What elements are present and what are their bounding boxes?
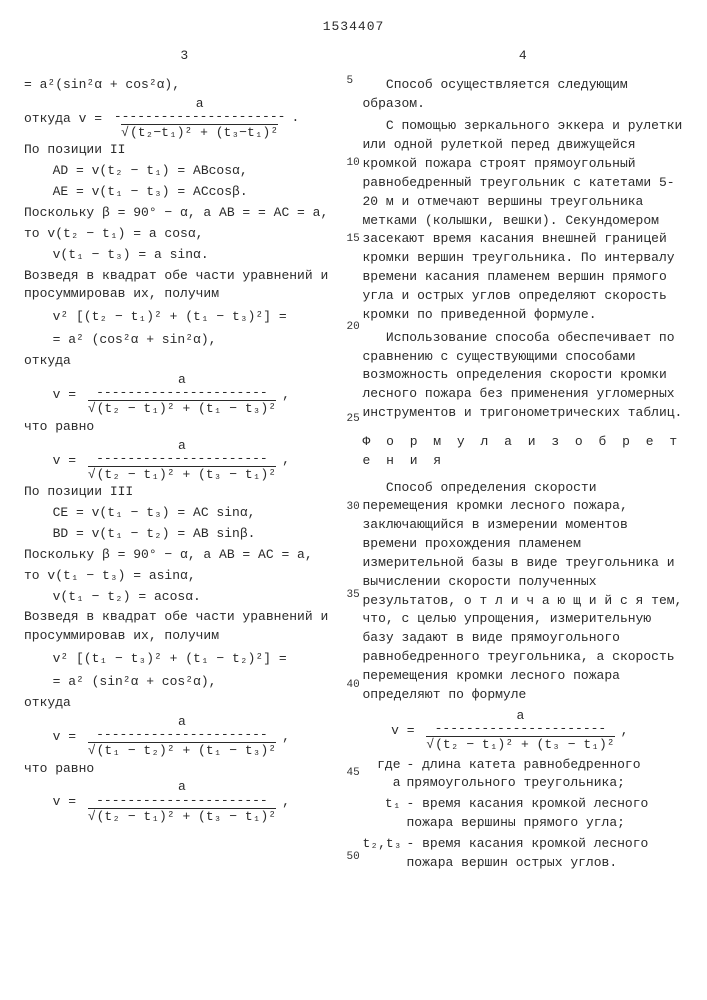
eq-line: v(t₁ − t₂) = аcosα. — [24, 588, 345, 607]
sqrt: (t₂ − t₁)² + (t₃ − t₁)² — [88, 808, 276, 824]
sqrt: (t₁ − t₂)² + (t₁ − t₃)² — [88, 742, 276, 758]
fraction: а ---------------------- (t₂ − t₁)² + (t… — [84, 373, 280, 416]
where-label: t₁ — [363, 795, 401, 833]
eq-line: v² [(t₂ − t₁)² + (t₁ − t₃)²] = — [53, 308, 345, 327]
fraction-denominator: (t₂−t₁)² + (t₃−t₁)² — [110, 124, 290, 140]
eq-line: v = а ---------------------- (t₂ − t₁)² … — [24, 439, 345, 482]
text-line: Возведя в квадрат обе части уравнений и … — [24, 608, 345, 646]
patent-number: 1534407 — [24, 18, 683, 37]
eq-line: v(t₁ − t₃) = a sinα. — [24, 246, 345, 265]
text-line: По позиции II — [24, 141, 345, 160]
where-text: - время касания кромкой лесного пожара в… — [407, 795, 684, 833]
text-line: По позиции III — [24, 483, 345, 502]
eq-line: AD = v(t₂ − t₁) = АВcosα, — [24, 162, 345, 181]
eq-line: то v(t₂ − t₁) = a cosα, — [24, 225, 345, 244]
paragraph: Способ определения скорости перемещения … — [363, 479, 684, 705]
eq-line: v = а ---------------------- (t₂ − t₁)² … — [24, 373, 345, 416]
text-line: откуда — [24, 694, 345, 713]
sqrt: (t₂ − t₁)² + (t₁ − t₃)² — [88, 400, 276, 416]
eq-line: = a² (sin²α + cos²α), — [24, 673, 345, 692]
comma: , — [621, 723, 629, 738]
paragraph: Использование способа обеспечивает по ср… — [363, 329, 684, 423]
fraction-numerator: а — [422, 709, 618, 723]
eq-line: v = а ---------------------- (t₁ − t₂)² … — [24, 715, 345, 758]
comma: , — [282, 794, 290, 809]
text-line: Поскольку β = 90° − α, а АВ = АС = а, — [24, 546, 345, 565]
period: . — [291, 110, 299, 125]
fraction-denominator: (t₁ − t₂)² + (t₁ − t₃)² — [84, 742, 280, 758]
eq-line: AE = v(t₁ − t₃) = АСcosβ. — [24, 183, 345, 202]
paragraph: Способ осуществляется следующим образом. — [363, 76, 684, 114]
eq-line: = а²(sin²α + cos²α), — [24, 76, 345, 95]
eq-prefix: v = — [53, 794, 76, 809]
eq-prefix: v = — [391, 723, 414, 738]
eq-line: v = а ---------------------- (t₂ − t₁)² … — [24, 780, 345, 823]
eq-prefix: v = — [53, 729, 76, 744]
comma: , — [282, 729, 290, 744]
fraction-denominator: (t₂ − t₁)² + (t₃ − t₁)² — [422, 736, 618, 752]
fraction-bar: ---------------------- — [84, 452, 280, 466]
comma: , — [282, 387, 290, 402]
fraction-denominator: (t₂ − t₁)² + (t₁ − t₃)² — [84, 400, 280, 416]
fraction: а ---------------------- (t₂ − t₁)² + (t… — [84, 439, 280, 482]
columns: 3 = а²(sin²α + cos²α), откуда v = а ----… — [24, 47, 683, 873]
eq-line: = a² (cos²α + sin²α), — [24, 331, 345, 350]
sqrt: (t₂−t₁)² + (t₃−t₁)² — [121, 124, 278, 140]
text-line: Поскольку β = 90° − α, а АВ = = АС = а, — [24, 204, 345, 223]
fraction: а ---------------------- (t₁ − t₂)² + (t… — [84, 715, 280, 758]
where-text: - время касания кромкой лесного пожара в… — [407, 835, 684, 873]
where-label: t₂,t₃ — [363, 835, 401, 873]
fraction-denominator: (t₂ − t₁)² + (t₃ − t₁)² — [84, 466, 280, 482]
fraction-numerator: а — [84, 715, 280, 729]
right-column: 4 Способ осуществляется следующим образо… — [363, 47, 684, 873]
eq-line: то v(t₁ − t₃) = аsinα, — [24, 567, 345, 586]
where-text: - длина катета равнобедренного прямоугол… — [407, 756, 684, 794]
text-line: что равно — [24, 418, 345, 437]
fraction-bar: ---------------------- — [84, 728, 280, 742]
fraction: а ---------------------- (t₂ − t₁)² + (t… — [84, 780, 280, 823]
column-number-left: 3 — [24, 47, 345, 66]
paragraph: С помощью зеркального эккера и рулетки и… — [363, 117, 684, 324]
patent-page: 1534407 5 10 15 20 25 30 35 40 45 50 3 =… — [0, 0, 707, 1000]
fraction-bar: ---------------------- — [422, 722, 618, 736]
fraction-numerator: а — [84, 373, 280, 387]
eq-prefix: v = — [53, 387, 76, 402]
fraction-bar: ---------------------- — [110, 110, 290, 124]
text-line: Возведя в квадрат обе части уравнений и … — [24, 267, 345, 305]
fraction: а ---------------------- (t₂ − t₁)² + (t… — [422, 709, 618, 752]
column-number-right: 4 — [363, 47, 684, 66]
fraction-numerator: а — [110, 97, 290, 111]
left-column: 3 = а²(sin²α + cos²α), откуда v = а ----… — [24, 47, 345, 873]
formula: v = а ---------------------- (t₂ − t₁)² … — [363, 709, 684, 752]
comma: , — [282, 452, 290, 467]
fraction-denominator: (t₂ − t₁)² + (t₃ − t₁)² — [84, 808, 280, 824]
text-line: откуда — [24, 352, 345, 371]
where-block: где а - длина катета равнобедренного пря… — [363, 756, 684, 873]
sqrt: (t₂ − t₁)² + (t₃ − t₁)² — [88, 466, 276, 482]
eq-prefix: v = — [53, 452, 76, 467]
fraction-bar: ---------------------- — [84, 386, 280, 400]
where-label: где а — [363, 756, 401, 794]
text-line: что равно — [24, 760, 345, 779]
claims-title: Ф о р м у л а и з о б р е т е н и я — [363, 433, 684, 471]
eq-line: v² [(t₁ − t₃)² + (t₁ − t₂)²] = — [53, 650, 345, 669]
eq-line: BD = v(t₁ − t₂) = AB sinβ. — [24, 525, 345, 544]
fraction-bar: ---------------------- — [84, 794, 280, 808]
eq-prefix: откуда v = — [24, 110, 102, 125]
fraction-numerator: а — [84, 439, 280, 453]
eq-line: откуда v = а ---------------------- (t₂−… — [24, 97, 345, 140]
sqrt: (t₂ − t₁)² + (t₃ − t₁)² — [426, 736, 614, 752]
fraction-numerator: а — [84, 780, 280, 794]
fraction: а ---------------------- (t₂−t₁)² + (t₃−… — [110, 97, 290, 140]
eq-line: CE = v(t₁ − t₃) = AC sinα, — [24, 504, 345, 523]
